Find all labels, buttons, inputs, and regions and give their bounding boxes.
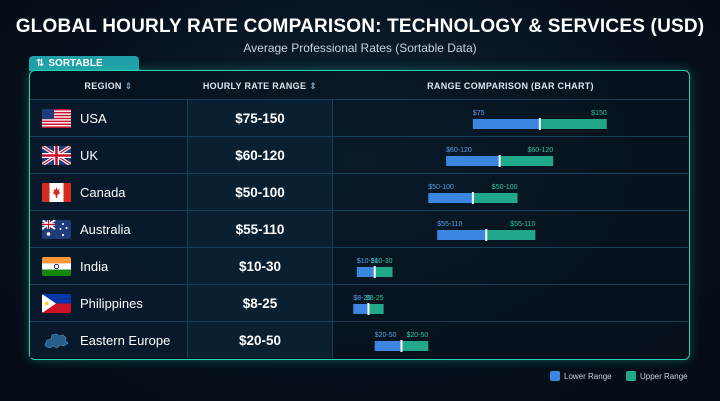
table-row[interactable]: Eastern Europe $20-50 $20-50 $20-50 xyxy=(30,321,688,358)
chart-subtitle: Average Professional Rates (Sortable Dat… xyxy=(243,41,477,55)
lower-value-label: $20-50 xyxy=(375,332,397,339)
range-bar-chart: $8-25$8-25 xyxy=(353,295,384,315)
upper-range-bar xyxy=(374,267,393,277)
header-region[interactable]: REGION ⇕ xyxy=(30,74,187,98)
upper-value-label: $50-100 xyxy=(492,184,518,191)
lower-range-bar xyxy=(428,193,473,203)
upper-range-bar xyxy=(401,341,429,351)
header-region-label: REGION xyxy=(84,81,122,91)
upper-range-bar xyxy=(499,156,554,166)
rate-cell: $8-25 xyxy=(187,285,333,321)
rate-cell: $60-120 xyxy=(187,137,333,173)
lower-value-label: $8-25 xyxy=(353,295,371,302)
region-cell: India xyxy=(30,248,187,284)
range-bar-chart: $20-50 $20-50 xyxy=(374,332,429,352)
rate-cell: $55-110 xyxy=(187,211,333,247)
lower-range-bar xyxy=(446,156,500,166)
tab-decoration xyxy=(107,56,141,71)
upper-range-bar xyxy=(486,230,536,240)
table-row[interactable]: UK $60-120 $60-120 $60-120 xyxy=(30,136,688,173)
table-body: USA $75-150 $75 $150 UK $60-120 $60-120 $6… xyxy=(30,99,688,358)
legend-lower-swatch xyxy=(550,371,560,381)
lower-range-bar xyxy=(374,341,402,351)
rate-cell: $75-150 xyxy=(187,100,333,136)
legend-upper-label: Upper Range xyxy=(640,371,688,381)
sort-arrows-icon: ⇅ xyxy=(36,58,45,69)
sort-updown-icon: ⇕ xyxy=(309,80,318,91)
legend-upper: Upper Range xyxy=(626,371,688,381)
region-cell: UK xyxy=(30,137,187,173)
header-chart: RANGE COMPARISON (BAR CHART) xyxy=(333,74,688,98)
table-header: REGION ⇕ HOURLY RATE RANGE ⇕ RANGE COMPA… xyxy=(30,74,688,98)
sortable-tab-label: SORTABLE xyxy=(48,58,103,69)
canada-flag-icon xyxy=(42,182,71,202)
midpoint-marker xyxy=(538,118,541,130)
region-cell: Canada xyxy=(30,174,187,210)
lower-range-bar xyxy=(472,119,540,129)
data-table-panel: REGION ⇕ HOURLY RATE RANGE ⇕ RANGE COMPA… xyxy=(29,70,690,360)
sort-updown-icon: ⇕ xyxy=(124,80,133,91)
rate-cell: $50-100 xyxy=(187,174,333,210)
midpoint-marker xyxy=(373,266,376,278)
australia-flag-icon xyxy=(42,219,71,239)
region-name: UK xyxy=(80,147,99,163)
table-row[interactable]: USA $75-150 $75 $150 xyxy=(30,99,688,136)
range-bar-chart: $55-110 $55-110 xyxy=(437,221,536,241)
midpoint-marker xyxy=(471,192,474,204)
legend-lower-label: Lower Range xyxy=(564,371,612,381)
table-row[interactable]: India $10-30 $10-30 $10-30 xyxy=(30,247,688,284)
region-cell: Philippines xyxy=(30,285,187,321)
midpoint-marker xyxy=(367,303,370,315)
upper-value-label: $60-120 xyxy=(527,147,553,154)
table-row[interactable]: Canada $50-100 $50-100 $50-100 xyxy=(30,173,688,210)
legend-lower: Lower Range xyxy=(550,371,612,381)
lower-range-bar xyxy=(353,304,369,314)
range-bar-chart: $75 $150 xyxy=(472,110,607,130)
region-name: Canada xyxy=(80,184,126,200)
upper-value-label: $55-110 xyxy=(510,221,535,228)
region-name: Eastern Europe xyxy=(80,332,171,348)
upper-value-label: $150 xyxy=(591,110,607,117)
uk-flag-icon xyxy=(42,145,71,165)
upper-value-label: $10-30 xyxy=(371,258,393,265)
eastern-europe-map-icon xyxy=(44,333,69,348)
rate-cell: $10-30 xyxy=(187,248,333,284)
lower-value-label: $60-120 xyxy=(446,147,472,154)
lower-range-bar xyxy=(356,267,375,277)
chart-title: GLOBAL HOURLY RATE COMPARISON: TECHNOLOG… xyxy=(15,16,705,37)
region-cell: Australia xyxy=(30,211,187,247)
rate-cell: $20-50 xyxy=(187,322,333,358)
midpoint-marker xyxy=(485,229,488,241)
philippines-flag-icon xyxy=(42,293,71,313)
region-cell: USA xyxy=(30,100,187,136)
region-cell: Eastern Europe xyxy=(30,322,187,358)
lower-value-label: $10-30 xyxy=(357,258,379,265)
lower-value-label: $55-110 xyxy=(437,221,462,228)
lower-value-label: $75 xyxy=(473,110,485,117)
range-bar-chart: $10-30$10-30 xyxy=(356,258,393,278)
india-flag-icon xyxy=(42,256,71,276)
range-bar-chart: $50-100 $50-100 xyxy=(428,184,518,204)
upper-range-bar xyxy=(539,119,607,129)
header-rate[interactable]: HOURLY RATE RANGE ⇕ xyxy=(187,74,333,98)
upper-range-bar xyxy=(368,304,384,314)
header-chart-label: RANGE COMPARISON (BAR CHART) xyxy=(427,81,594,91)
usa-flag-icon xyxy=(42,108,71,128)
range-bar-chart: $60-120 $60-120 xyxy=(446,147,554,167)
lower-value-label: $50-100 xyxy=(428,184,454,191)
table-row[interactable]: Philippines $8-25 $8-25 $8-25 xyxy=(30,284,688,321)
upper-value-label: $20-50 xyxy=(406,332,428,339)
upper-range-bar xyxy=(472,193,518,203)
midpoint-marker xyxy=(498,155,501,167)
lower-range-bar xyxy=(437,230,487,240)
midpoint-marker xyxy=(400,340,403,352)
upper-value-label: $8-25 xyxy=(366,295,384,302)
header-rate-label: HOURLY RATE RANGE xyxy=(202,81,307,91)
legend-upper-swatch xyxy=(626,371,636,381)
region-name: Philippines xyxy=(80,295,143,311)
table-row[interactable]: Australia $55-110 $55-110 $55-110 xyxy=(30,210,688,247)
region-name: Australia xyxy=(80,221,131,237)
region-name: India xyxy=(80,258,109,274)
region-name: USA xyxy=(80,110,107,126)
